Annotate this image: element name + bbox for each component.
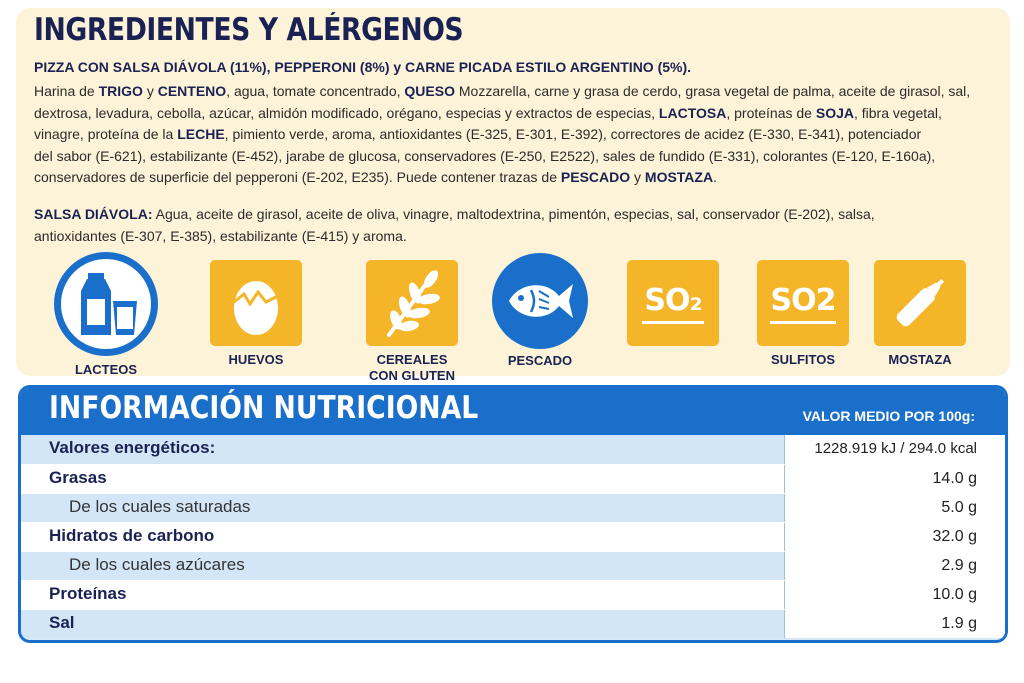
ingredients-title: INGREDIENTES Y ALÉRGENOS xyxy=(34,12,464,48)
row-value: 1.9 g xyxy=(784,610,1005,638)
allergen-mostaza: MOSTAZA xyxy=(855,260,985,368)
row-label: Grasas xyxy=(49,468,107,487)
row-label: De los cuales saturadas xyxy=(69,497,251,516)
row-value: 10.0 g xyxy=(784,581,1005,609)
fish-icon xyxy=(492,253,588,349)
salsa-ingredients: SALSA DIÁVOLA: Agua, aceite de girasol, … xyxy=(34,206,875,244)
nutrition-header: INFORMACIÓN NUTRICIONAL VALOR MEDIO POR … xyxy=(21,388,1005,435)
table-row: Hidratos de carbono 32.0 g xyxy=(21,522,1005,551)
row-label: Sal xyxy=(49,613,75,632)
row-label: Proteínas xyxy=(49,584,127,603)
row-value: 5.0 g xyxy=(784,494,1005,522)
nutrition-panel: INFORMACIÓN NUTRICIONAL VALOR MEDIO POR … xyxy=(18,385,1008,643)
row-label: Hidratos de carbono xyxy=(49,526,215,545)
allergen-huevos: HUEVOS xyxy=(191,260,321,368)
row-value: 1228.919 kJ / 294.0 kcal xyxy=(784,435,1005,464)
wheat-icon xyxy=(366,260,458,346)
product-line: PIZZA CON SALSA DIÁVOLA (11%), PEPPERONI… xyxy=(34,59,692,75)
so2-icon: SO₂ xyxy=(627,260,719,346)
row-label: Valores energéticos: xyxy=(49,438,216,457)
row-label: De los cuales azúcares xyxy=(69,555,245,574)
row-value: 2.9 g xyxy=(784,552,1005,580)
allergen-sulfitos: SO2 SULFITOS xyxy=(738,260,868,368)
so2-icon: SO2 xyxy=(757,260,849,346)
row-value: 32.0 g xyxy=(784,523,1005,551)
nutrition-column-header: VALOR MEDIO POR 100g: xyxy=(802,408,975,424)
nutrition-title: INFORMACIÓN NUTRICIONAL xyxy=(49,390,479,426)
ingredients-panel: INGREDIENTES Y ALÉRGENOS PIZZA CON SALSA… xyxy=(16,8,1010,383)
allergen-lacteos: LACTEOS xyxy=(41,252,171,378)
allergen-pescado: PESCADO xyxy=(475,253,605,369)
mustard-bottle-icon xyxy=(874,260,966,346)
table-row: De los cuales saturadas 5.0 g xyxy=(21,493,1005,522)
table-row: Valores energéticos: 1228.919 kJ / 294.0… xyxy=(21,435,1005,464)
table-row: Sal 1.9 g xyxy=(21,609,1005,638)
egg-icon xyxy=(210,260,302,346)
allergen-cereales: CEREALES CON GLUTEN xyxy=(347,260,477,384)
table-row: Proteínas 10.0 g xyxy=(21,580,1005,609)
allergen-so2: SO₂ xyxy=(608,260,738,352)
table-row: Grasas 14.0 g xyxy=(21,464,1005,493)
salsa-label: SALSA DIÁVOLA: xyxy=(34,206,153,222)
row-value: 14.0 g xyxy=(784,465,1005,493)
table-row: De los cuales azúcares 2.9 g xyxy=(21,551,1005,580)
nutrition-table: Valores energéticos: 1228.919 kJ / 294.0… xyxy=(21,435,1005,638)
milk-icon xyxy=(54,252,158,356)
ingredients-text: Harina de TRIGO y CENTENO, agua, tomate … xyxy=(34,83,971,185)
